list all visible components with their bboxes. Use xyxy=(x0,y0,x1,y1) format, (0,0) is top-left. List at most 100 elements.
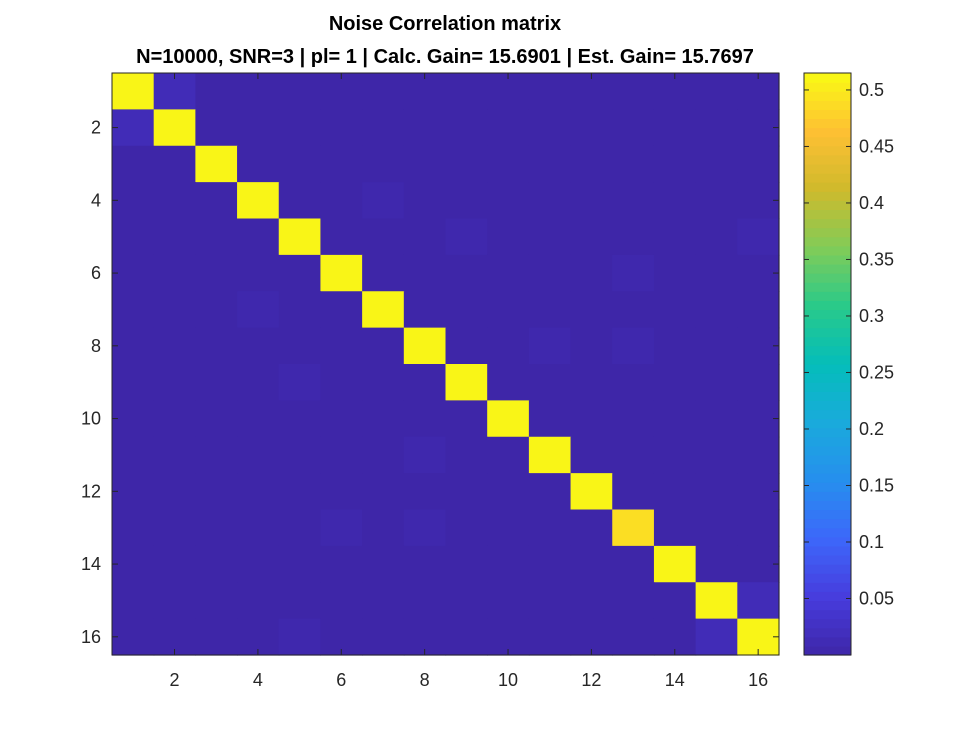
heatmap-cell xyxy=(487,109,530,147)
heatmap-cell xyxy=(737,473,780,511)
heatmap-cell xyxy=(362,509,405,547)
heatmap-cell xyxy=(570,582,613,620)
heatmap-cell xyxy=(695,327,738,365)
heatmap-cell xyxy=(445,400,488,438)
heatmap-cell xyxy=(695,618,738,656)
heatmap-cell xyxy=(487,254,530,292)
colorbar-segment xyxy=(804,191,851,201)
heatmap-cell xyxy=(403,254,447,292)
colorbar-segment xyxy=(804,145,851,156)
heatmap-cell xyxy=(528,618,572,656)
heatmap-cell xyxy=(487,582,530,620)
heatmap-cell xyxy=(195,182,238,220)
heatmap-cell xyxy=(278,545,322,583)
heatmap-cell xyxy=(695,400,738,438)
heatmap-cell xyxy=(487,73,530,110)
heatmap-cell xyxy=(237,73,280,110)
heatmap-cell xyxy=(195,254,238,292)
heatmap-cell xyxy=(278,254,322,292)
heatmap-cell xyxy=(737,327,780,365)
heatmap-cell xyxy=(695,291,738,329)
heatmap-cell xyxy=(195,327,238,365)
heatmap-cell xyxy=(237,291,280,329)
heatmap-cell xyxy=(153,73,196,110)
heatmap-cell xyxy=(653,436,697,474)
heatmap-cell xyxy=(237,254,280,292)
heatmap-cell xyxy=(237,545,280,583)
heatmap-cell xyxy=(320,400,363,438)
y-tick-label: 16 xyxy=(81,627,101,647)
colorbar-tick-label: 0.25 xyxy=(859,362,894,382)
heatmap-cell xyxy=(278,618,322,656)
colorbar-tick-label: 0.1 xyxy=(859,532,884,552)
heatmap-cell xyxy=(487,145,530,183)
heatmap-cell xyxy=(445,254,488,292)
y-tick-label: 6 xyxy=(91,263,101,283)
heatmap-cell xyxy=(237,364,280,401)
heatmap-cell xyxy=(278,182,322,220)
colorbar-segment xyxy=(804,618,851,629)
heatmap-cell xyxy=(278,218,322,256)
heatmap-cell xyxy=(487,545,530,583)
y-tick-label: 12 xyxy=(81,481,101,501)
heatmap-cell xyxy=(487,291,530,329)
heatmap-cell xyxy=(153,327,196,365)
colorbar-segment xyxy=(804,573,851,583)
colorbar-segment xyxy=(804,518,851,529)
heatmap-cell xyxy=(278,400,322,438)
plot-frame xyxy=(111,72,780,656)
heatmap-cell xyxy=(195,109,238,147)
heatmap-cell xyxy=(278,291,322,329)
colorbar-segment xyxy=(804,436,851,447)
colorbar-tick-label: 0.4 xyxy=(859,193,884,213)
heatmap-cell xyxy=(403,327,447,365)
heatmap-cell xyxy=(445,109,488,147)
heatmap-cell xyxy=(362,545,405,583)
heatmap-cell xyxy=(445,582,488,620)
heatmap-cell xyxy=(320,582,363,620)
heatmap-cell xyxy=(320,291,363,329)
colorbar-segment xyxy=(804,282,851,292)
heatmap-cell xyxy=(403,218,447,256)
heatmap-cell xyxy=(528,254,572,292)
colorbar-segment xyxy=(804,400,851,411)
heatmap-cell xyxy=(528,73,572,110)
heatmap-cell xyxy=(153,582,196,620)
heatmap-cell xyxy=(612,73,655,110)
colorbar-segment xyxy=(804,182,851,192)
heatmap-cell xyxy=(237,473,280,511)
heatmap-cell xyxy=(612,509,655,547)
y-tick-label: 4 xyxy=(91,190,101,210)
heatmap-cell xyxy=(528,291,572,329)
heatmap-cell xyxy=(362,254,405,292)
heatmap-cell xyxy=(112,327,155,365)
heatmap-cell xyxy=(487,327,530,365)
heatmap-cell xyxy=(528,436,572,474)
y-tick-label: 10 xyxy=(81,409,101,429)
heatmap-cell xyxy=(612,109,655,147)
colorbar-tick-label: 0.05 xyxy=(859,588,894,608)
heatmap-cell xyxy=(528,582,572,620)
heatmap-cell xyxy=(528,145,572,183)
colorbar-segment xyxy=(804,645,851,656)
heatmap-cell xyxy=(612,400,655,438)
colorbar-segment xyxy=(804,554,851,565)
colorbar-segment xyxy=(804,218,851,229)
colorbar-segment xyxy=(804,336,851,347)
colorbar-segment xyxy=(804,473,851,483)
heatmap-cell xyxy=(612,291,655,329)
heatmap-cell xyxy=(487,473,530,511)
heatmap-cell xyxy=(445,545,488,583)
heatmap-cell xyxy=(737,545,780,583)
colorbar-segment xyxy=(804,327,851,338)
heatmap-cell xyxy=(362,400,405,438)
heatmap-cell xyxy=(695,182,738,220)
heatmap-cell xyxy=(487,436,530,474)
colorbar-segment xyxy=(804,136,851,147)
x-axis: 2 4 6 8 10 12 14 16 xyxy=(170,73,768,690)
x-tick-label: 16 xyxy=(748,670,768,690)
heatmap-cell xyxy=(320,109,363,147)
heatmap-cell xyxy=(153,509,196,547)
heatmap-cell xyxy=(153,218,196,256)
heatmap-cell xyxy=(445,327,488,365)
